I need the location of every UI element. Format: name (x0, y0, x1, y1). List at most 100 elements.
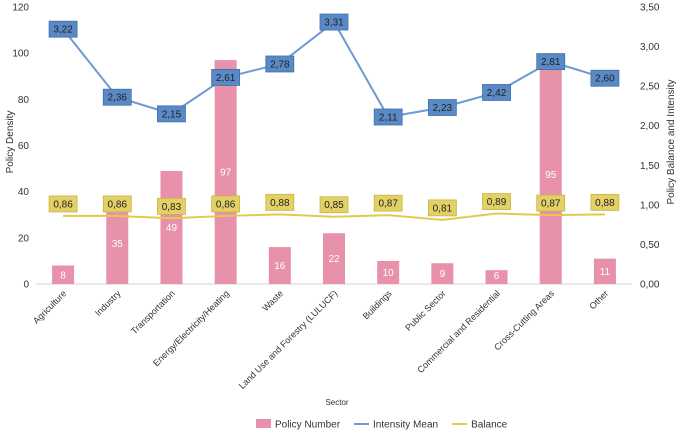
data-label-box (536, 53, 566, 71)
line-data-label: 2,15 (162, 109, 182, 120)
right-tick-label: 0,00 (640, 280, 660, 291)
line-data-label: 0,86 (216, 199, 236, 210)
bar (106, 203, 129, 284)
data-label-box (265, 193, 295, 211)
right-tick-label: 1,50 (640, 161, 660, 172)
legend-swatch (256, 419, 271, 428)
line-data-label: 3,22 (53, 25, 73, 36)
bar-data-label: 8 (60, 270, 66, 281)
x-tick-label: Cross-Cutting Areas (492, 288, 556, 352)
line-data-label: 0,88 (270, 198, 290, 209)
line-data-label: 0,87 (378, 199, 398, 210)
policy-number-labels: 8 35 49 97 16 22 10 9 6 95 11 (60, 168, 610, 282)
data-label-box (157, 197, 186, 215)
left-tick-label: 0 (23, 280, 29, 291)
line-data-label: 0,89 (487, 197, 507, 208)
left-tick-label: 120 (12, 3, 29, 14)
line-data-label: 0,81 (433, 203, 453, 214)
line-data-label: 0,87 (541, 199, 561, 210)
line-data-label: 3,31 (324, 18, 344, 29)
x-tick-label: Transportation (129, 288, 177, 336)
line-data-label: 2,78 (270, 59, 290, 70)
line-data-label: 2,81 (541, 57, 561, 68)
left-tick-label: 80 (18, 95, 30, 106)
data-label-box (590, 193, 620, 211)
series-lines (62, 20, 606, 221)
legend: Policy Number Intensity Mean Balance (256, 419, 508, 431)
bar (377, 260, 400, 284)
bar (485, 270, 508, 284)
x-tick-label: Waste (260, 288, 285, 313)
bar-data-label: 49 (166, 223, 178, 234)
series-data-labels: 3,22 2,36 2,15 2,61 2,78 3,31 2,11 2,23 2,42 2,81… (48, 13, 620, 217)
left-tick-label: 100 (12, 49, 29, 60)
data-label-box (482, 84, 511, 101)
x-tick-label: Other (587, 288, 610, 311)
data-label-box (590, 69, 620, 87)
y-axis-title-left: Policy Density (5, 111, 16, 174)
bar-data-label: 6 (494, 271, 500, 282)
line-data-label: 0,85 (324, 200, 344, 211)
bar (431, 263, 454, 284)
right-tick-label: 1,00 (640, 200, 660, 211)
data-label-box (211, 195, 241, 213)
right-y-axis: 0,00 0,50 1,00 1,50 2,00 2,50 3,00 3,50 (640, 3, 660, 291)
x-axis-tick-labels: Agriculture Industry TransportationEnergy/… (31, 288, 610, 391)
data-label-box (102, 88, 132, 106)
x-tick-label: Buildings (361, 288, 394, 321)
line-data-label: 0,88 (595, 198, 615, 209)
line-data-label: 0,86 (53, 199, 73, 210)
line-data-label: 2,11 (379, 113, 398, 124)
bar (593, 258, 616, 284)
x-tick-label: Industry (93, 288, 123, 318)
data-label-box (319, 196, 349, 214)
bar-data-label: 97 (220, 168, 232, 179)
right-tick-label: 0,50 (640, 240, 660, 251)
series-line (62, 20, 606, 119)
bar-data-label: 95 (545, 170, 557, 181)
legend-label: Policy Number (275, 420, 341, 431)
left-y-axis: 0 20 40 60 80 100 120 (12, 3, 632, 291)
data-label-box (48, 195, 78, 213)
bar-data-label: 9 (440, 269, 446, 280)
bar-data-label: 35 (112, 239, 124, 250)
data-label-box (427, 199, 457, 217)
line-data-label: 0,86 (108, 199, 128, 210)
data-label-box (319, 13, 349, 31)
bar (52, 265, 75, 284)
x-tick-label: Land Use and Forestry (LULUCF) (237, 288, 340, 391)
data-label-box (427, 99, 457, 116)
data-label-box (211, 69, 241, 86)
bar-data-label: 16 (274, 261, 286, 272)
x-tick-label: Agriculture (31, 288, 68, 325)
line-data-label: 2,23 (433, 103, 453, 114)
x-tick-label: Public Sector (403, 288, 448, 333)
right-tick-label: 3,00 (640, 42, 660, 53)
right-tick-label: 3,50 (640, 3, 660, 14)
line-data-label: 2,61 (216, 73, 236, 84)
bar (323, 233, 345, 284)
bar (214, 60, 237, 284)
bar-data-label: 22 (328, 254, 340, 265)
series-line (63, 212, 605, 221)
line-data-label: 2,36 (108, 93, 128, 104)
line-data-label: 0,83 (162, 202, 182, 213)
left-tick-label: 40 (18, 187, 30, 198)
line-data-label: 2,60 (595, 74, 615, 85)
left-tick-label: 60 (18, 141, 30, 152)
bar-data-label: 11 (600, 267, 611, 278)
data-label-box (157, 105, 186, 123)
line-data-label: 2,42 (487, 88, 507, 99)
data-label-box (48, 20, 78, 38)
right-tick-label: 2,50 (640, 82, 660, 93)
bar-data-label: 10 (383, 268, 395, 279)
data-label-box (265, 55, 295, 73)
data-label-box (482, 193, 511, 210)
bar (268, 247, 291, 284)
left-tick-label: 20 (18, 233, 30, 244)
legend-label: Balance (471, 420, 508, 431)
policy-number-bars (52, 60, 616, 284)
data-label-box (102, 195, 132, 213)
